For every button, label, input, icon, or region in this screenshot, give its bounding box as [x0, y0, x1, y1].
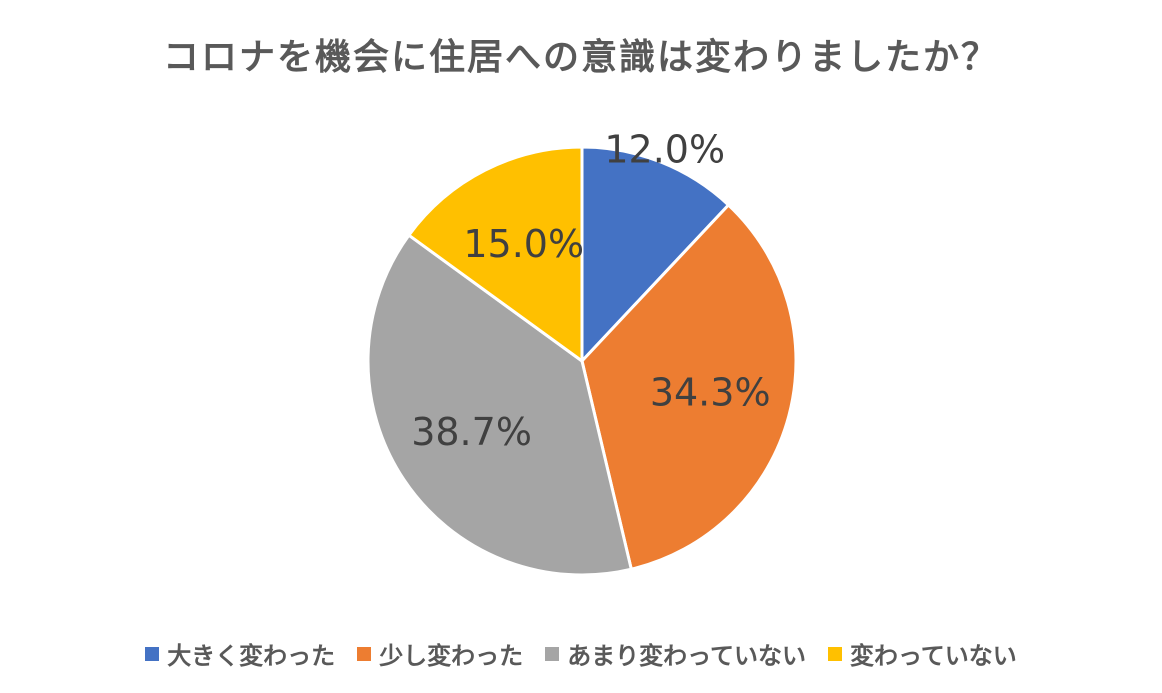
legend-item-1: 少し変わった: [357, 636, 523, 671]
legend-swatch-3: [828, 646, 842, 661]
legend-label-2: あまり変わっていない: [567, 642, 806, 670]
legend: 大きく変わった 少し変わった あまり変わっていない 変わっていない: [0, 636, 1162, 671]
data-label-2: 38.7%: [411, 410, 532, 454]
chart-title: コロナを機会に住居への意識は変わりましたか？: [162, 37, 999, 78]
pie-slice-3: [406, 145, 584, 364]
data-label-0: 12.0%: [604, 128, 725, 172]
data-label-3: 15.0%: [463, 222, 584, 266]
legend-label-0: 大きく変わった: [167, 642, 336, 670]
pie-slice-2: [366, 233, 634, 577]
pie-slice-0: [580, 145, 731, 365]
legend-swatch-1: [357, 646, 372, 661]
legend-item-2: あまり変わっていない: [545, 636, 806, 671]
data-label-1: 34.3%: [650, 371, 771, 415]
legend-label-3: 変わっていない: [850, 642, 1017, 670]
pie-slice-1: [580, 202, 798, 572]
legend-label-1: 少し変わった: [379, 642, 524, 670]
legend-item-0: 大きく変わった: [145, 636, 335, 671]
legend-swatch-2: [545, 646, 560, 661]
legend-swatch-0: [145, 646, 160, 661]
legend-item-3: 変わっていない: [828, 636, 1017, 671]
